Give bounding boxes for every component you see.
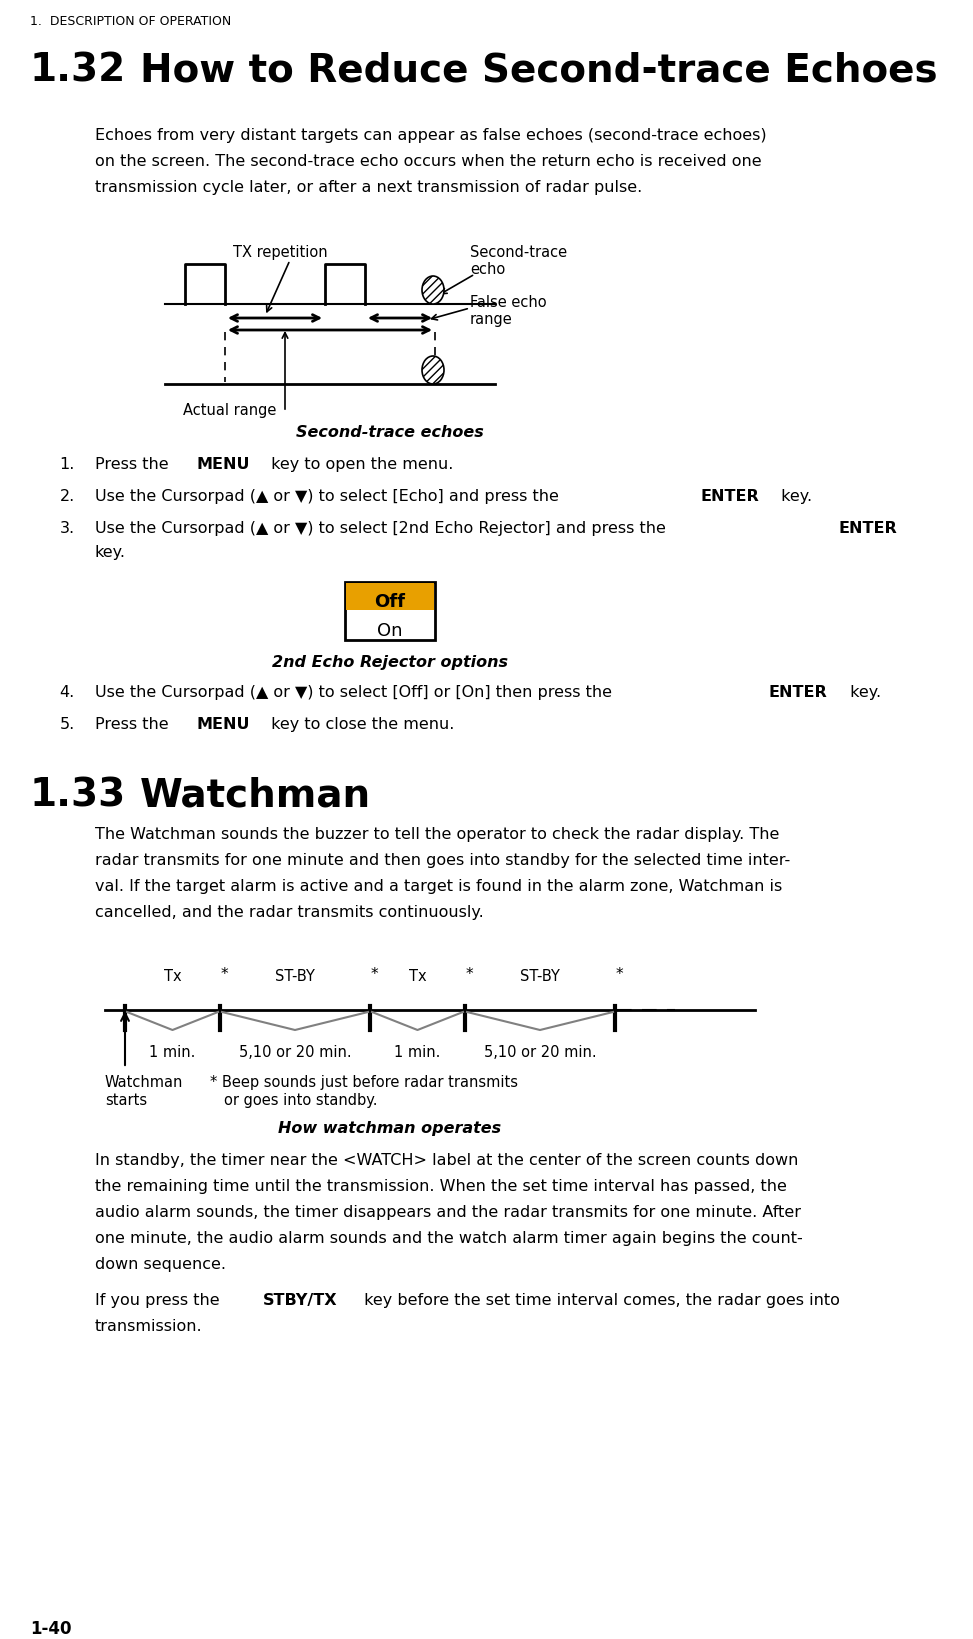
Text: *: *	[616, 967, 624, 982]
Text: 3.: 3.	[60, 521, 75, 536]
Text: Press the: Press the	[95, 716, 174, 731]
Text: Echoes from very distant targets can appear as false echoes (second-trace echoes: Echoes from very distant targets can app…	[95, 128, 767, 143]
Text: transmission cycle later, or after a next transmission of radar pulse.: transmission cycle later, or after a nex…	[95, 180, 642, 195]
Text: down sequence.: down sequence.	[95, 1255, 226, 1272]
Text: ENTER: ENTER	[701, 488, 759, 503]
Text: ENTER: ENTER	[838, 521, 897, 536]
Text: 1 min.: 1 min.	[149, 1044, 196, 1059]
Text: TX repetition: TX repetition	[233, 244, 327, 261]
Text: *: *	[221, 967, 229, 982]
Text: MENU: MENU	[197, 457, 250, 472]
Text: Press the: Press the	[95, 457, 174, 472]
Text: val. If the target alarm is active and a target is found in the alarm zone, Watc: val. If the target alarm is active and a…	[95, 879, 782, 893]
Text: If you press the: If you press the	[95, 1292, 225, 1308]
Text: key.: key.	[776, 488, 812, 503]
Text: key.: key.	[845, 685, 881, 700]
Text: The Watchman sounds the buzzer to tell the operator to check the radar display. : The Watchman sounds the buzzer to tell t…	[95, 826, 779, 841]
Text: *: *	[371, 967, 378, 982]
Text: key before the set time interval comes, the radar goes into: key before the set time interval comes, …	[359, 1292, 840, 1308]
Text: On: On	[378, 621, 403, 639]
Ellipse shape	[422, 277, 444, 305]
Text: False echo: False echo	[470, 295, 547, 310]
Text: radar transmits for one minute and then goes into standby for the selected time : radar transmits for one minute and then …	[95, 852, 790, 867]
Ellipse shape	[422, 357, 444, 385]
Bar	[345, 582, 435, 641]
Text: Watchman: Watchman	[105, 1074, 183, 1090]
Text: transmission.: transmission.	[95, 1318, 202, 1333]
Text: key.: key.	[95, 544, 126, 559]
Text: STBY/TX: STBY/TX	[263, 1292, 337, 1308]
Text: * Beep sounds just before radar transmits: * Beep sounds just before radar transmit…	[210, 1074, 518, 1090]
Text: 5,10 or 20 min.: 5,10 or 20 min.	[484, 1044, 596, 1059]
Text: ST-BY: ST-BY	[520, 969, 559, 983]
Text: starts: starts	[105, 1092, 147, 1108]
Text: Use the Cursorpad (▲ or ▼) to select [Echo] and press the: Use the Cursorpad (▲ or ▼) to select [Ec…	[95, 488, 564, 503]
Text: Actual range: Actual range	[183, 403, 276, 418]
Text: Second-trace: Second-trace	[470, 244, 567, 261]
Text: one minute, the audio alarm sounds and the watch alarm timer again begins the co: one minute, the audio alarm sounds and t…	[95, 1231, 803, 1246]
Text: In standby, the timer near the <WATCH> label at the center of the screen counts : In standby, the timer near the <WATCH> l…	[95, 1152, 799, 1167]
Text: cancelled, and the radar transmits continuously.: cancelled, and the radar transmits conti…	[95, 905, 484, 919]
Text: 1.  DESCRIPTION OF OPERATION: 1. DESCRIPTION OF OPERATION	[30, 15, 232, 28]
Text: How to Reduce Second-trace Echoes: How to Reduce Second-trace Echoes	[140, 52, 938, 90]
Text: or goes into standby.: or goes into standby.	[224, 1092, 378, 1108]
Text: on the screen. The second-trace echo occurs when the return echo is received one: on the screen. The second-trace echo occ…	[95, 154, 762, 169]
Text: 5,10 or 20 min.: 5,10 or 20 min.	[238, 1044, 351, 1059]
Text: Second-trace echoes: Second-trace echoes	[296, 425, 484, 439]
Text: Tx: Tx	[163, 969, 181, 983]
Text: 1 min.: 1 min.	[394, 1044, 441, 1059]
Text: How watchman operates: How watchman operates	[278, 1121, 501, 1136]
Text: 1.: 1.	[59, 457, 75, 472]
Text: Watchman: Watchman	[140, 777, 371, 815]
Text: MENU: MENU	[197, 716, 250, 731]
Text: Use the Cursorpad (▲ or ▼) to select [Off] or [On] then press the: Use the Cursorpad (▲ or ▼) to select [Of…	[95, 685, 617, 700]
Text: 2nd Echo Rejector options: 2nd Echo Rejector options	[272, 654, 508, 670]
Text: echo: echo	[470, 262, 505, 277]
Text: 1-40: 1-40	[30, 1619, 71, 1637]
Text: key to close the menu.: key to close the menu.	[266, 716, 454, 731]
Text: 5.: 5.	[59, 716, 75, 731]
Text: key to open the menu.: key to open the menu.	[266, 457, 453, 472]
Text: audio alarm sounds, the timer disappears and the radar transmits for one minute.: audio alarm sounds, the timer disappears…	[95, 1205, 801, 1219]
Text: Off: Off	[375, 593, 406, 611]
Text: ST-BY: ST-BY	[275, 969, 315, 983]
Text: 1.32: 1.32	[30, 52, 126, 90]
Text: 1.33: 1.33	[30, 777, 126, 815]
Text: *: *	[466, 967, 474, 982]
Text: Tx: Tx	[409, 969, 426, 983]
Text: 2.: 2.	[59, 488, 75, 503]
Text: Use the Cursorpad (▲ or ▼) to select [2nd Echo Rejector] and press the: Use the Cursorpad (▲ or ▼) to select [2n…	[95, 521, 671, 536]
Text: range: range	[470, 311, 513, 326]
Text: 4.: 4.	[59, 685, 75, 700]
Text: the remaining time until the transmission. When the set time interval has passed: the remaining time until the transmissio…	[95, 1178, 787, 1193]
Text: ENTER: ENTER	[769, 685, 827, 700]
Bar	[346, 583, 434, 611]
